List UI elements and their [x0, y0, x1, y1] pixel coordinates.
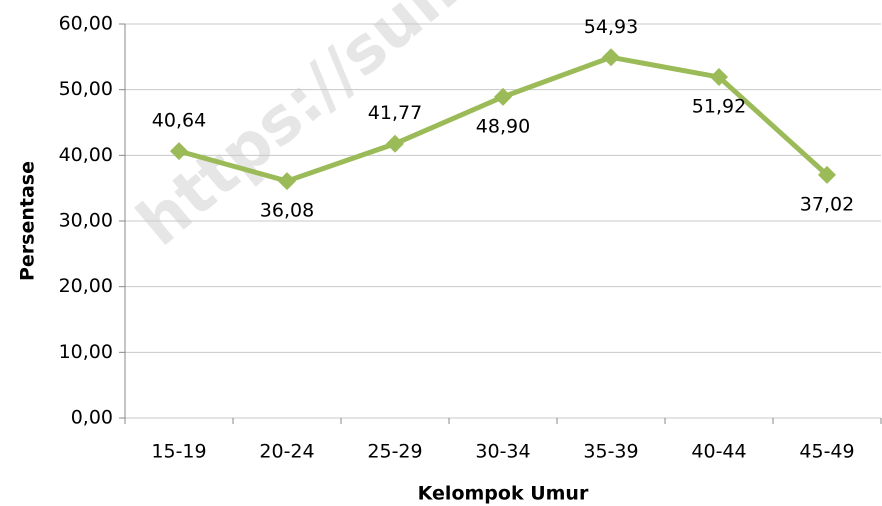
x-tick-label: 20-24	[259, 441, 314, 463]
marker	[818, 165, 836, 184]
data-label: 40,64	[152, 110, 206, 132]
data-label: 54,93	[584, 16, 638, 38]
y-axis-title: Persentase	[17, 161, 39, 281]
marker	[386, 134, 404, 153]
data-label: 36,08	[260, 200, 314, 222]
y-tick-label: 30,00	[59, 210, 113, 232]
data-label: 37,02	[800, 193, 854, 215]
x-tick-label: 25-29	[367, 441, 422, 463]
marker	[494, 87, 512, 106]
data-label: 51,92	[692, 96, 746, 118]
x-tick-label: 40-44	[691, 441, 746, 463]
y-tick-label: 50,00	[59, 78, 113, 100]
x-tick-label: 45-49	[799, 441, 854, 463]
y-tick-label: 40,00	[59, 144, 113, 166]
marker	[602, 48, 620, 67]
y-tick-label: 60,00	[59, 13, 113, 35]
y-tick-label: 10,00	[59, 341, 113, 363]
y-tick-label: 20,00	[59, 275, 113, 297]
x-axis-title: Kelompok Umur	[418, 483, 589, 505]
x-tick-label: 35-39	[583, 441, 638, 463]
marker	[710, 68, 728, 87]
marker	[170, 142, 188, 161]
x-tick-label: 30-34	[475, 441, 530, 463]
marker	[278, 172, 296, 191]
x-tick-label: 15-19	[151, 441, 206, 463]
data-label: 41,77	[368, 102, 422, 124]
data-label: 48,90	[476, 115, 530, 137]
y-tick-label: 0,00	[71, 407, 113, 429]
